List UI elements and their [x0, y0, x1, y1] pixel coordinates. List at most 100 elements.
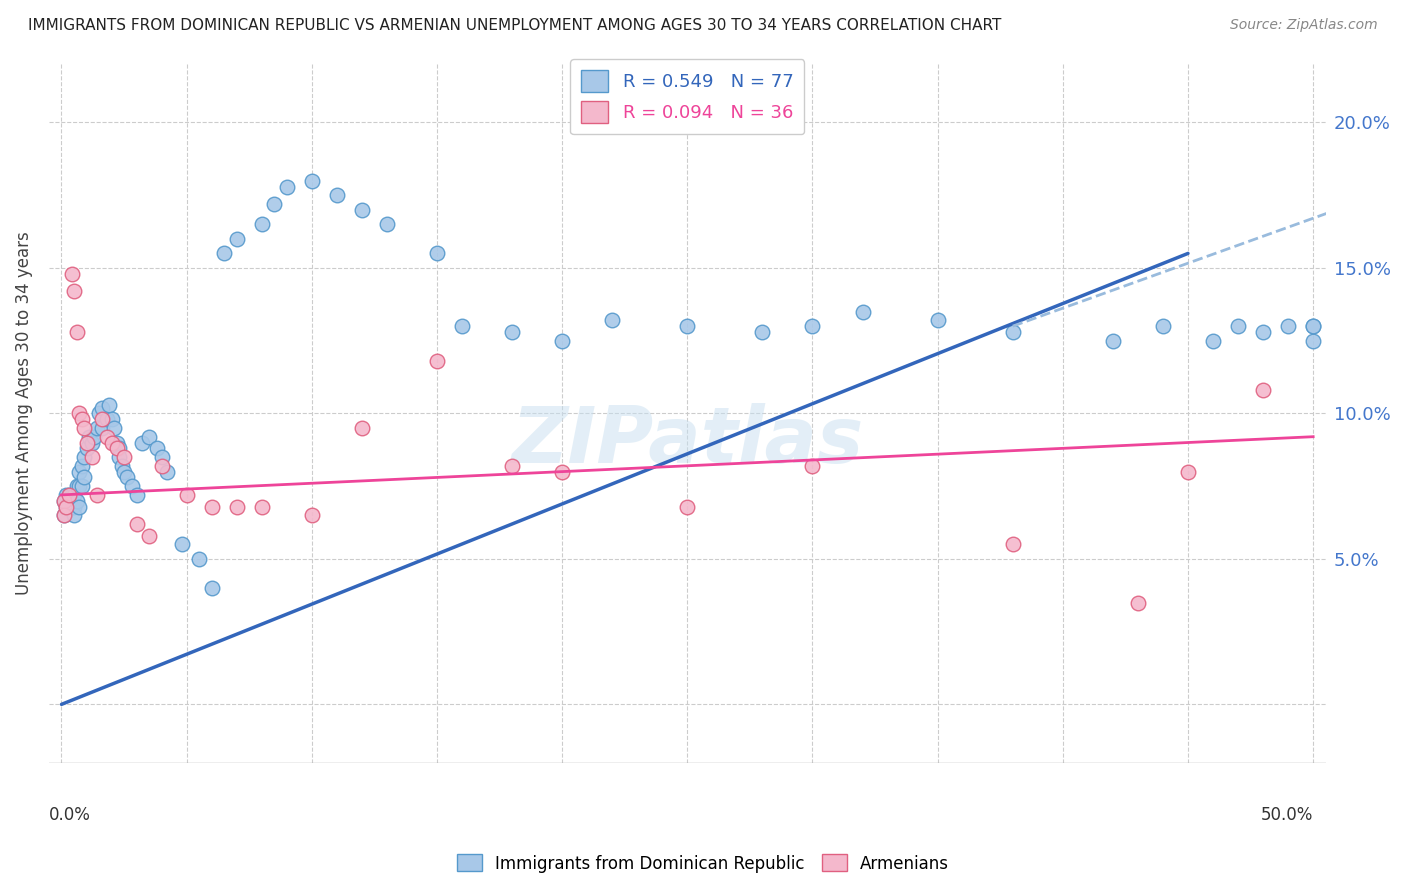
Point [60, 500, 83, 514]
Point [150, 458, 173, 473]
Point [73, 421, 96, 435]
Point [63, 508, 86, 523]
Point [55, 500, 77, 514]
Point [53, 493, 76, 508]
Point [65, 479, 87, 493]
Point [58, 500, 80, 514]
Point [350, 421, 373, 435]
Point [138, 528, 160, 542]
Y-axis label: Unemployment Among Ages 30 to 34 years: Unemployment Among Ages 30 to 34 years [15, 232, 32, 595]
Point [350, 202, 373, 217]
Point [250, 217, 273, 231]
Point [63, 285, 86, 299]
Point [125, 516, 148, 531]
Point [1251, 383, 1274, 397]
Point [55, 488, 77, 502]
Point [65, 493, 87, 508]
Point [121, 479, 143, 493]
Point [53, 508, 76, 523]
Point [108, 450, 131, 464]
Point [131, 435, 153, 450]
Point [501, 325, 523, 339]
Point [112, 450, 135, 464]
Point [1177, 465, 1199, 479]
Point [201, 500, 224, 514]
Point [600, 313, 623, 327]
Point [108, 442, 131, 456]
Text: 0.0%: 0.0% [49, 806, 91, 824]
Point [301, 174, 323, 188]
Point [63, 500, 86, 514]
Point [53, 508, 76, 523]
Legend: Immigrants from Dominican Republic, Armenians: Immigrants from Dominican Republic, Arme… [450, 847, 956, 880]
Point [60, 488, 83, 502]
Point [1202, 334, 1225, 348]
Point [426, 354, 449, 368]
Point [676, 319, 699, 334]
Point [67, 465, 90, 479]
Point [263, 197, 285, 211]
Point [801, 458, 824, 473]
Point [225, 232, 247, 246]
Point [1001, 537, 1024, 551]
Point [90, 412, 112, 426]
Point [67, 479, 90, 493]
Point [60, 267, 83, 281]
Point [55, 500, 77, 514]
Point [501, 458, 523, 473]
Point [1302, 319, 1324, 334]
Legend: R = 0.549   N = 77, R = 0.094   N = 36: R = 0.549 N = 77, R = 0.094 N = 36 [571, 60, 804, 134]
Point [1227, 319, 1250, 334]
Point [115, 470, 138, 484]
Point [326, 188, 349, 202]
Point [67, 500, 90, 514]
Point [851, 304, 873, 318]
Point [100, 412, 122, 426]
Text: ZIPatlas: ZIPatlas [512, 403, 863, 479]
Point [1277, 319, 1299, 334]
Point [1001, 325, 1024, 339]
Point [73, 470, 96, 484]
Point [1251, 325, 1274, 339]
Point [375, 217, 398, 231]
Point [188, 552, 211, 566]
Point [112, 465, 135, 479]
Point [105, 435, 128, 450]
Text: IMMIGRANTS FROM DOMINICAN REPUBLIC VS ARMENIAN UNEMPLOYMENT AMONG AGES 30 TO 34 : IMMIGRANTS FROM DOMINICAN REPUBLIC VS AR… [28, 18, 1001, 33]
Point [150, 450, 173, 464]
Point [70, 412, 93, 426]
Point [70, 458, 93, 473]
Point [426, 246, 449, 260]
Point [1102, 334, 1125, 348]
Point [1302, 334, 1324, 348]
Point [86, 421, 108, 435]
Point [105, 442, 128, 456]
Point [276, 179, 298, 194]
Point [751, 325, 773, 339]
Point [58, 488, 80, 502]
Point [67, 406, 90, 420]
Point [676, 500, 699, 514]
Point [170, 537, 193, 551]
Point [138, 430, 160, 444]
Point [176, 488, 198, 502]
Point [201, 581, 224, 595]
Point [1126, 595, 1149, 609]
Point [145, 442, 167, 456]
Point [927, 313, 949, 327]
Point [83, 430, 105, 444]
Point [1302, 319, 1324, 334]
Point [225, 500, 247, 514]
Point [76, 442, 98, 456]
Point [103, 421, 125, 435]
Point [451, 319, 474, 334]
Point [53, 493, 76, 508]
Text: 50.0%: 50.0% [1261, 806, 1313, 824]
Point [156, 465, 179, 479]
Point [86, 488, 108, 502]
Point [63, 488, 86, 502]
Point [551, 465, 574, 479]
Point [100, 435, 122, 450]
Point [212, 246, 235, 260]
Point [65, 325, 87, 339]
